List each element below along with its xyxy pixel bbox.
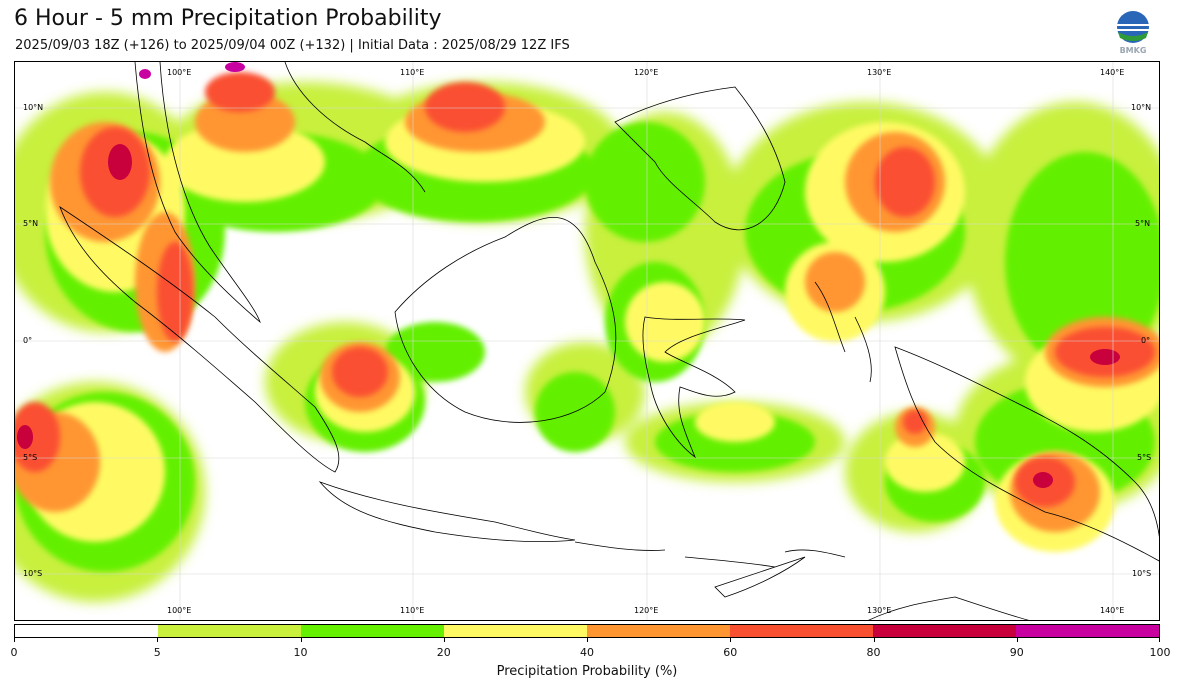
colorbar-tick-label: 80 xyxy=(866,646,881,659)
bmkg-logo: BMKG xyxy=(1112,10,1154,56)
prob-80-100-layer xyxy=(17,62,1120,488)
colorbar-segment xyxy=(1016,625,1159,637)
colorbar-tick-label: 20 xyxy=(436,646,451,659)
colorbar-tick-label: 40 xyxy=(580,646,594,659)
colorbar-tick-label: 100 xyxy=(1149,646,1171,659)
lon-label-top: 130°E xyxy=(867,68,892,77)
lat-label-left: 10°S xyxy=(23,569,43,578)
lat-label-right: 0° xyxy=(1141,336,1151,345)
svg-text:BMKG: BMKG xyxy=(1120,46,1147,55)
lat-label-left: 5°N xyxy=(23,219,39,228)
colorbar-segment xyxy=(730,625,873,637)
colorbar-tick-label: 90 xyxy=(1009,646,1024,659)
lat-label-right: 10°S xyxy=(1132,569,1152,578)
lat-label-right: 5°S xyxy=(1137,453,1152,462)
colorbar-tick-mark xyxy=(587,638,588,642)
graticule xyxy=(15,62,1159,620)
precipitation-map: 100°E 110°E 120°E 130°E 140°E 100°E 110°… xyxy=(14,61,1160,621)
colorbar-tick-mark xyxy=(157,638,159,642)
colorbar-segment xyxy=(587,625,730,637)
lon-label-bottom: 140°E xyxy=(1100,606,1125,615)
colorbar-segment xyxy=(873,625,1016,637)
lat-label-left: 5°S xyxy=(23,453,38,462)
colorbar xyxy=(14,624,1160,638)
colorbar-label: Precipitation Probability (%) xyxy=(496,664,678,679)
map-title: 6 Hour - 5 mm Precipitation Probability xyxy=(14,6,442,31)
lat-label-right: 5°N xyxy=(1135,219,1151,228)
colorbar-tick-label: 10 xyxy=(293,646,308,659)
colorbar-segment xyxy=(444,625,587,637)
colorbar-tick-mark xyxy=(1016,638,1018,642)
lon-label-bottom: 130°E xyxy=(867,606,892,615)
colorbar-tick-label: 0 xyxy=(10,646,18,659)
coastlines xyxy=(59,62,1159,620)
colorbar-tick-mark xyxy=(443,638,445,642)
colorbar-segment xyxy=(15,625,158,637)
colorbar-tick-mark xyxy=(730,638,732,642)
map-subtitle: 2025/09/03 18Z (+126) to 2025/09/04 00Z … xyxy=(15,38,570,53)
lon-label-top: 120°E xyxy=(634,68,659,77)
colorbar-tick-label: 5 xyxy=(153,646,161,659)
lat-label-right: 10°N xyxy=(1131,103,1152,112)
colorbar-tick-mark xyxy=(873,638,875,642)
map-canvas xyxy=(15,62,1159,620)
colorbar-segment xyxy=(301,625,444,637)
colorbar-segment xyxy=(158,625,301,637)
colorbar-tick-mark xyxy=(14,638,15,642)
lon-label-top: 140°E xyxy=(1100,68,1125,77)
lon-label-top: 110°E xyxy=(400,68,425,77)
lon-label-top: 100°E xyxy=(167,68,192,77)
lat-label-left: 0° xyxy=(23,336,33,345)
colorbar-tick-mark xyxy=(1159,638,1160,642)
lon-label-bottom: 120°E xyxy=(634,606,659,615)
colorbar-tick-label: 60 xyxy=(723,646,738,659)
colorbar-tick-mark xyxy=(300,638,302,642)
lon-label-bottom: 100°E xyxy=(167,606,192,615)
lat-label-left: 10°N xyxy=(23,103,44,112)
lon-label-bottom: 110°E xyxy=(400,606,425,615)
